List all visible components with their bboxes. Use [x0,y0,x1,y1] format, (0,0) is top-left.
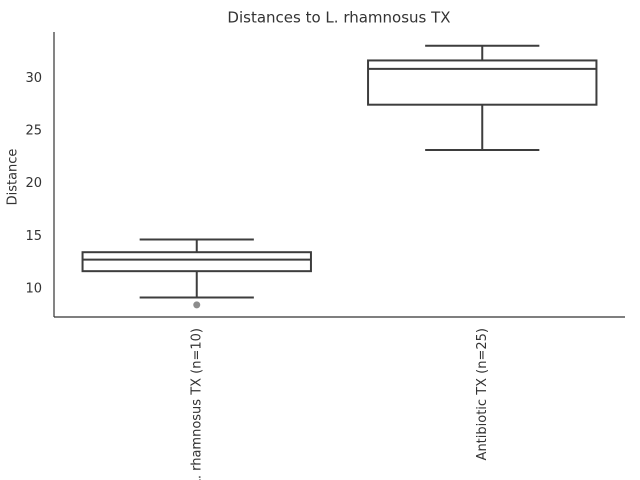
box [367,59,598,106]
y-tick-label: 25 [25,124,42,139]
y-tick-label: 15 [25,229,42,244]
x-tick-label: Antibiotic TX (n=25) [475,328,490,460]
x-tick-label: L. rhamnosus TX (n=10) [189,328,204,480]
box [81,251,312,273]
y-tick-label: 10 [25,282,42,297]
y-axis-label: Distance [6,149,21,206]
y-tick-label: 30 [25,71,42,86]
y-tick-label: 20 [25,176,42,191]
chart-title: Distances to L. rhamnosus TX [227,9,450,27]
outlier [193,301,201,309]
